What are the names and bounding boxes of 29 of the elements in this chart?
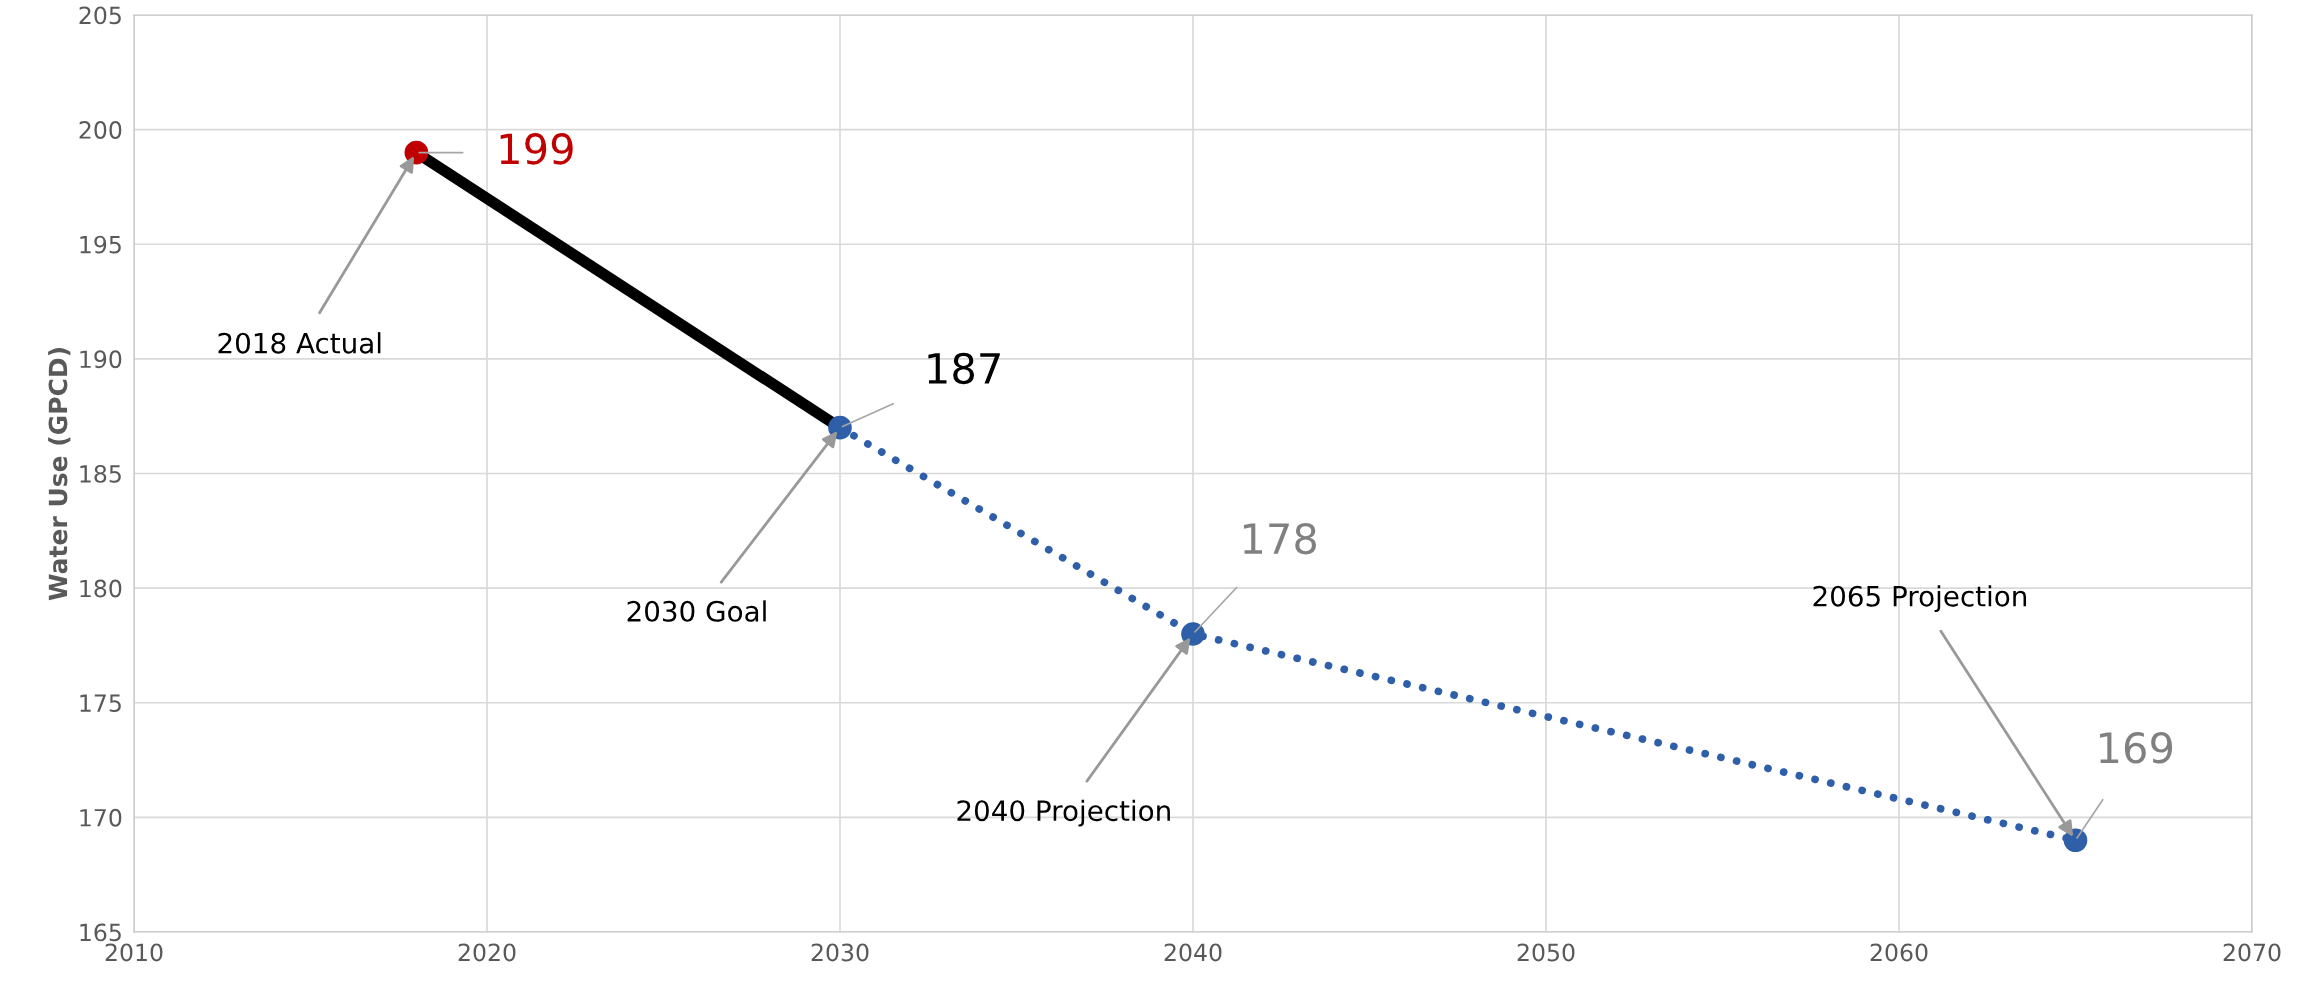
point bbox=[1181, 622, 1205, 646]
x-tick-label: 2030 bbox=[811, 943, 869, 962]
x-tick-label: 2020 bbox=[458, 943, 516, 962]
y-tick-label: 180 bbox=[80, 579, 122, 598]
annotation: 2030 Goal bbox=[627, 600, 766, 622]
annotation: 2018 Actual bbox=[218, 332, 381, 354]
y-tick-label: 190 bbox=[80, 350, 122, 369]
point bbox=[828, 415, 852, 440]
x-tick-label: 2070 bbox=[2223, 943, 2281, 962]
y-axis-title: Water Use (GPCD) bbox=[48, 348, 71, 601]
x-tick-label: 2010 bbox=[105, 943, 163, 962]
x-tick-label: 2040 bbox=[1164, 943, 1222, 962]
x-tick-label: 2050 bbox=[1517, 943, 1575, 962]
y-tick-label: 200 bbox=[79, 121, 122, 139]
y-tick-label: 195 bbox=[80, 235, 121, 254]
data-label: 187 bbox=[928, 352, 1000, 385]
data-label: 199 bbox=[500, 133, 573, 165]
y-tick-label: 185 bbox=[80, 464, 121, 483]
y-tick-label: 165 bbox=[80, 923, 121, 942]
y-tick-label: 175 bbox=[80, 694, 121, 713]
data-label: 178 bbox=[1243, 522, 1317, 555]
point bbox=[2063, 828, 2088, 853]
y-tick-label: 205 bbox=[79, 6, 121, 25]
annotation: 2040 Projection bbox=[957, 799, 1170, 827]
annotation: 2065 Projection bbox=[1813, 585, 2027, 613]
x-tick-label: 2060 bbox=[1870, 943, 1928, 962]
data-label: 169 bbox=[2100, 731, 2173, 764]
point bbox=[404, 140, 429, 165]
y-tick-label: 170 bbox=[80, 808, 122, 827]
